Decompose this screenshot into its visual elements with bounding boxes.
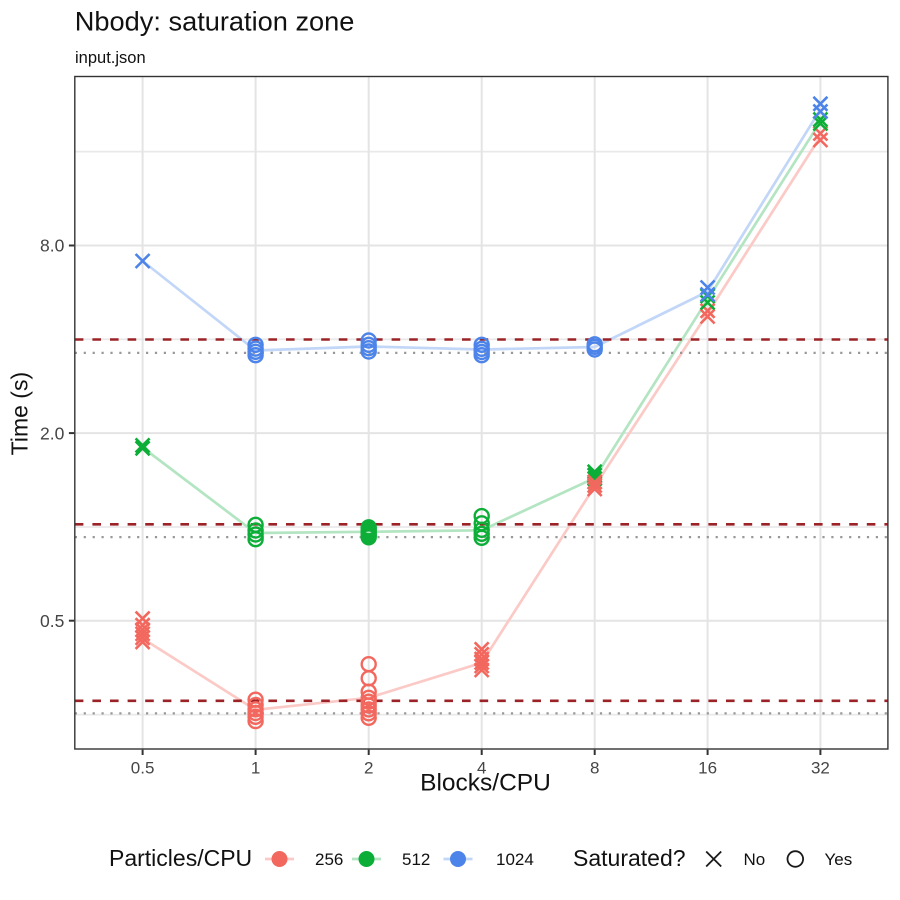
- svg-text:4: 4: [477, 759, 486, 778]
- svg-text:8.0: 8.0: [40, 236, 65, 256]
- svg-text:8: 8: [590, 759, 599, 778]
- svg-text:256: 256: [315, 850, 343, 869]
- svg-text:2: 2: [364, 759, 373, 778]
- svg-text:32: 32: [811, 759, 830, 778]
- svg-text:input.json: input.json: [75, 49, 146, 67]
- svg-text:Blocks/CPU: Blocks/CPU: [420, 770, 551, 797]
- svg-text:Saturated?: Saturated?: [573, 845, 686, 871]
- svg-text:16: 16: [698, 759, 717, 778]
- svg-text:Time (s): Time (s): [7, 372, 33, 455]
- svg-text:0.5: 0.5: [131, 759, 155, 778]
- svg-text:1024: 1024: [496, 850, 534, 869]
- svg-text:Nbody: saturation zone: Nbody: saturation zone: [75, 6, 355, 37]
- svg-text:2.0: 2.0: [40, 423, 65, 443]
- svg-text:1: 1: [251, 759, 260, 778]
- svg-text:Yes: Yes: [825, 850, 853, 869]
- svg-text:0.5: 0.5: [40, 611, 64, 631]
- svg-text:512: 512: [402, 850, 430, 869]
- svg-text:No: No: [744, 850, 766, 869]
- svg-text:Particles/CPU: Particles/CPU: [109, 845, 252, 871]
